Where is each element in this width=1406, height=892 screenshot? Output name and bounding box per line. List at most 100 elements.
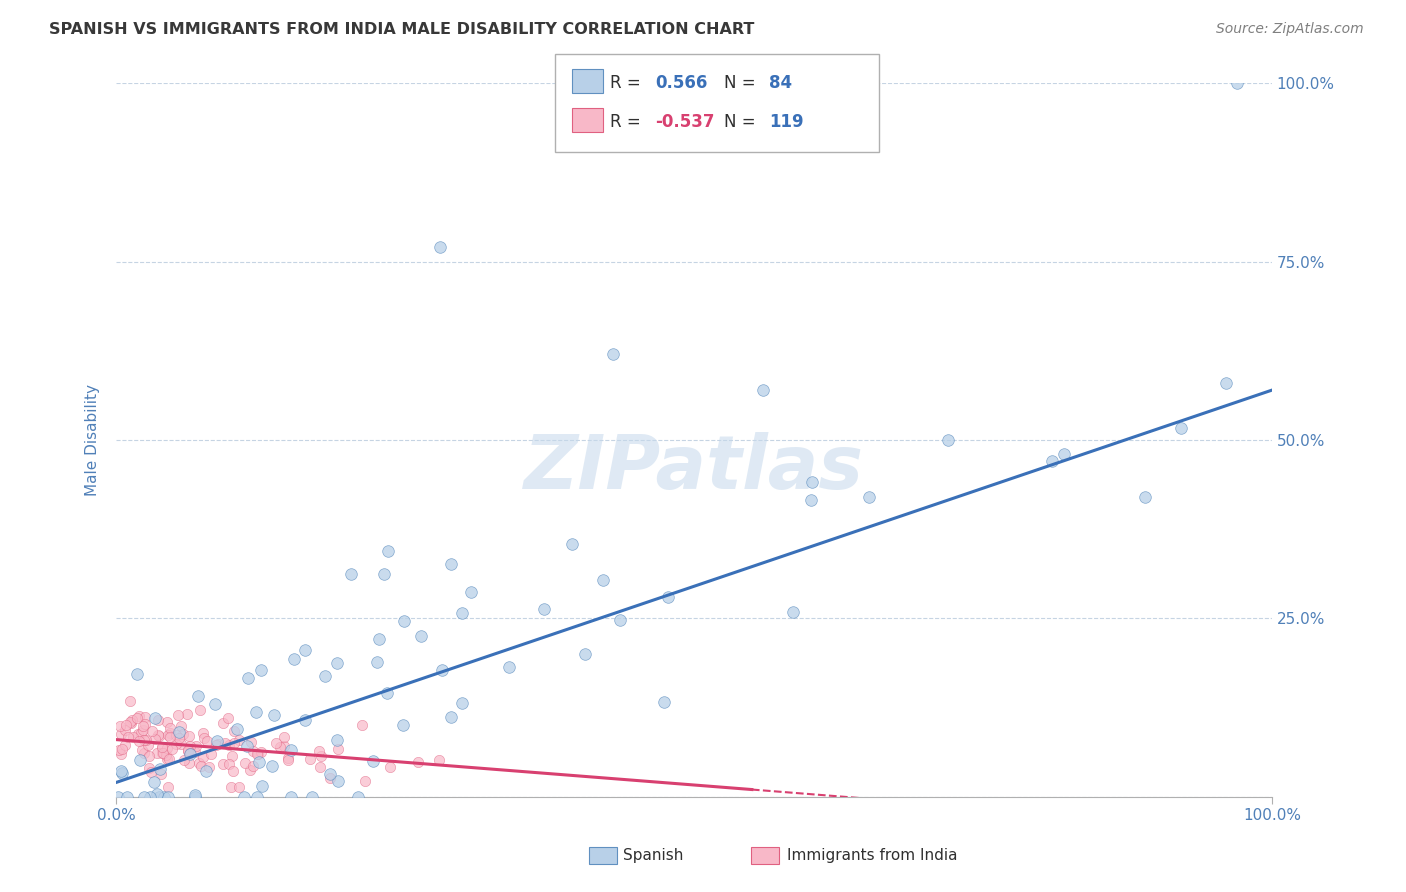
- Point: [121, 714, 143, 728]
- Point: [1133, 490, 1156, 504]
- Text: R =: R =: [610, 74, 647, 92]
- Text: 0.566: 0.566: [655, 74, 707, 92]
- Point: [110, 764, 132, 778]
- Point: [138, 748, 160, 763]
- Point: [108, 719, 131, 733]
- Point: [245, 705, 267, 719]
- Point: [800, 493, 823, 508]
- Point: [212, 756, 235, 771]
- Point: [273, 739, 295, 753]
- Point: [167, 725, 190, 739]
- Point: [184, 739, 207, 753]
- Point: [328, 774, 350, 789]
- Point: [183, 745, 205, 759]
- Point: [148, 789, 170, 804]
- Point: [177, 744, 200, 758]
- Point: [179, 747, 201, 761]
- Point: [1053, 447, 1076, 461]
- Point: [204, 697, 226, 711]
- Point: [228, 780, 250, 794]
- Point: [141, 724, 163, 739]
- Point: [132, 723, 155, 737]
- Point: [391, 718, 413, 732]
- Point: [228, 733, 250, 747]
- Text: Spanish: Spanish: [623, 848, 683, 863]
- Text: N =: N =: [724, 74, 761, 92]
- Point: [120, 716, 142, 731]
- Point: [132, 719, 155, 733]
- Point: [224, 723, 246, 738]
- Point: [378, 760, 401, 774]
- Point: [217, 710, 239, 724]
- Point: [176, 707, 198, 722]
- Point: [190, 759, 212, 773]
- Point: [277, 752, 299, 766]
- Point: [219, 780, 242, 794]
- Point: [221, 748, 243, 763]
- Point: [128, 753, 150, 767]
- Point: [752, 383, 775, 397]
- Point: [373, 567, 395, 582]
- Point: [156, 740, 179, 755]
- Point: [170, 718, 193, 732]
- Point: [156, 751, 179, 765]
- Point: [150, 740, 173, 755]
- Point: [153, 789, 176, 804]
- Point: [1215, 376, 1237, 390]
- Point: [609, 614, 631, 628]
- Point: [218, 738, 240, 752]
- Point: [136, 738, 159, 752]
- Point: [165, 737, 187, 751]
- Point: [165, 727, 187, 741]
- Point: [162, 742, 184, 756]
- Point: [127, 727, 149, 741]
- Point: [247, 747, 270, 761]
- Point: [246, 747, 269, 762]
- Point: [110, 747, 132, 761]
- Point: [347, 789, 370, 804]
- Point: [280, 743, 302, 757]
- Point: [236, 739, 259, 754]
- Point: [152, 746, 174, 760]
- Point: [169, 731, 191, 745]
- Point: [184, 788, 207, 802]
- Point: [366, 655, 388, 669]
- Point: [111, 742, 134, 756]
- Point: [460, 584, 482, 599]
- Point: [602, 347, 624, 361]
- Point: [146, 713, 169, 727]
- Point: [191, 725, 214, 739]
- Point: [170, 738, 193, 752]
- Point: [177, 756, 200, 770]
- Point: [111, 765, 134, 780]
- Point: [800, 475, 823, 489]
- Text: 84: 84: [769, 74, 792, 92]
- Point: [250, 779, 273, 793]
- Point: [326, 741, 349, 756]
- Point: [1040, 454, 1063, 468]
- Point: [533, 602, 555, 616]
- Point: [233, 756, 256, 770]
- Point: [195, 734, 218, 748]
- Point: [314, 669, 336, 683]
- Point: [236, 671, 259, 685]
- Point: [195, 764, 218, 779]
- Point: [294, 714, 316, 728]
- Point: [146, 746, 169, 760]
- Point: [184, 789, 207, 804]
- Point: [224, 736, 246, 750]
- Point: [207, 737, 229, 751]
- Point: [143, 732, 166, 747]
- Point: [193, 731, 215, 745]
- Point: [156, 714, 179, 729]
- Point: [350, 718, 373, 732]
- Point: [326, 732, 349, 747]
- Point: [1170, 421, 1192, 435]
- Point: [200, 747, 222, 761]
- Point: [427, 753, 450, 767]
- Text: 119: 119: [769, 113, 804, 131]
- Point: [269, 740, 291, 755]
- Point: [260, 758, 283, 772]
- Point: [127, 666, 149, 681]
- Point: [308, 744, 330, 758]
